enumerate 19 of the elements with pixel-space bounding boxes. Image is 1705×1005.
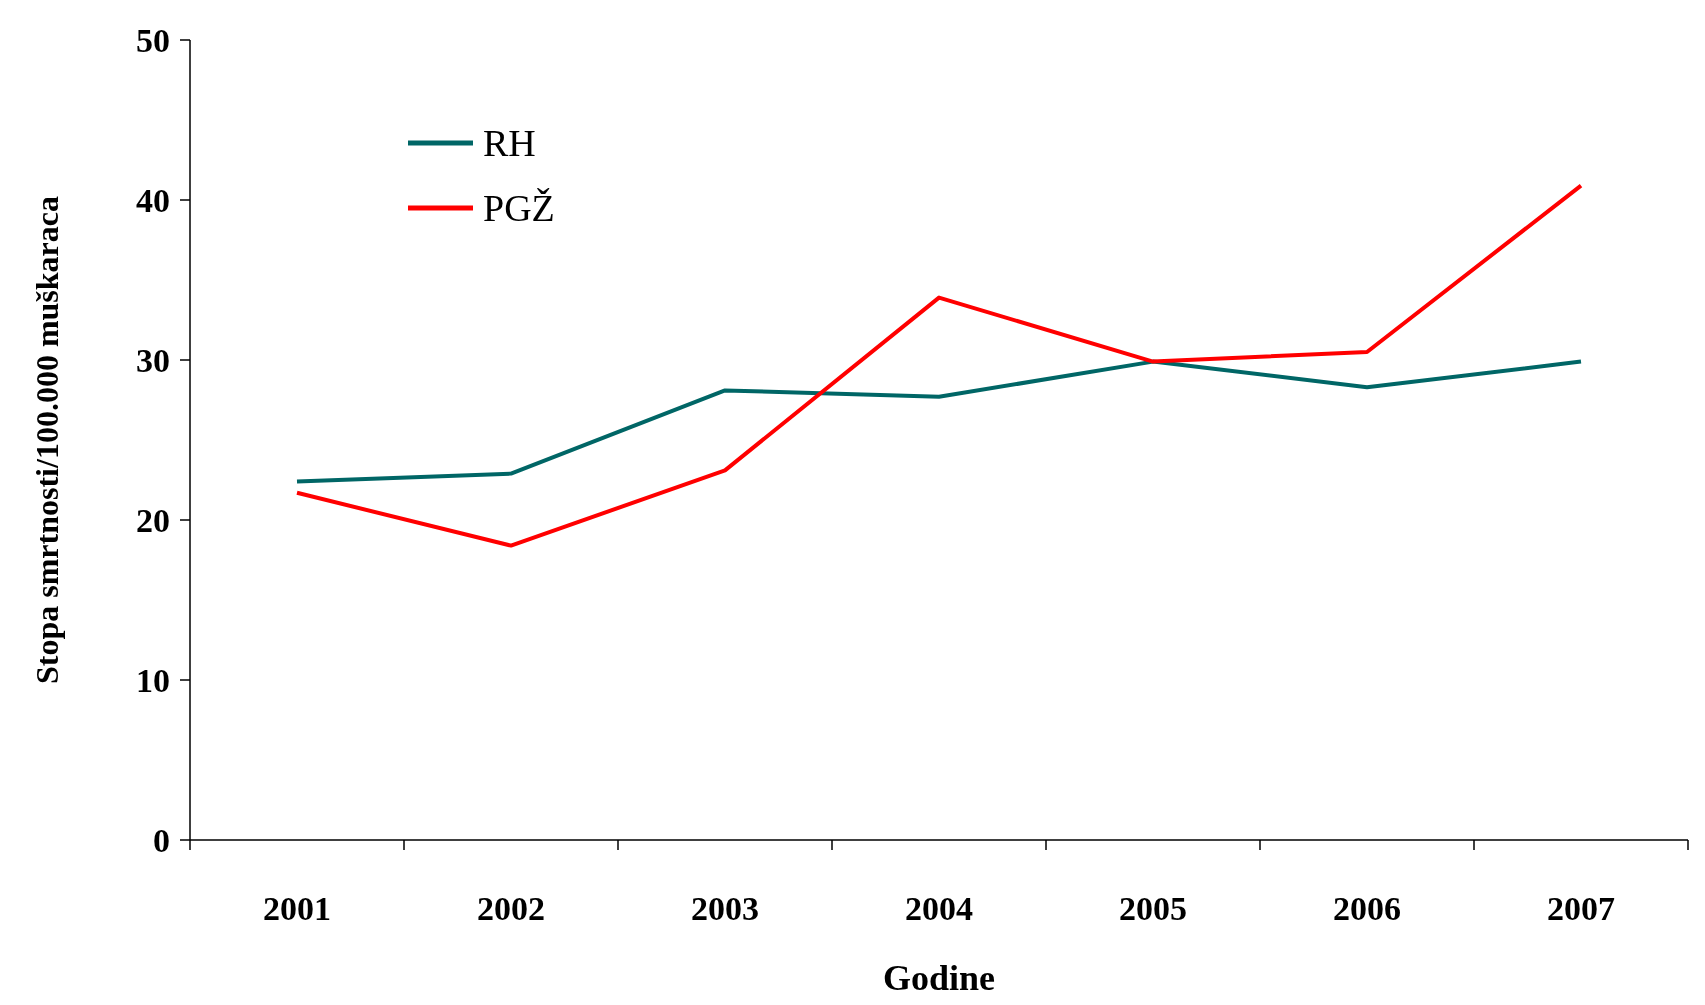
legend-label: RH <box>483 122 536 165</box>
line-series <box>295 359 1583 484</box>
y-tick-label: 30 <box>136 341 170 379</box>
y-tick-label: 50 <box>136 21 170 59</box>
x-axis-title: Godine <box>882 958 996 998</box>
x-tick-label: 2005 <box>1119 890 1187 927</box>
x-tick-label: 2002 <box>477 890 545 927</box>
legend-label: PGŽ <box>483 187 555 230</box>
y-tick-label: 20 <box>136 501 170 539</box>
line-series <box>295 183 1583 548</box>
y-tick-label: 40 <box>136 181 170 219</box>
x-tick-label: 2004 <box>905 890 973 927</box>
y-axis-title: Stopa smrtnosti/100.000 muškaraca <box>29 195 65 685</box>
x-tick-label: 2006 <box>1333 890 1401 927</box>
x-tick-label: 2001 <box>263 890 331 927</box>
y-tick-label: 0 <box>153 821 170 859</box>
x-tick-label: 2007 <box>1547 890 1615 927</box>
x-tick-label: 2003 <box>691 890 759 927</box>
y-tick-label: 10 <box>136 661 170 699</box>
